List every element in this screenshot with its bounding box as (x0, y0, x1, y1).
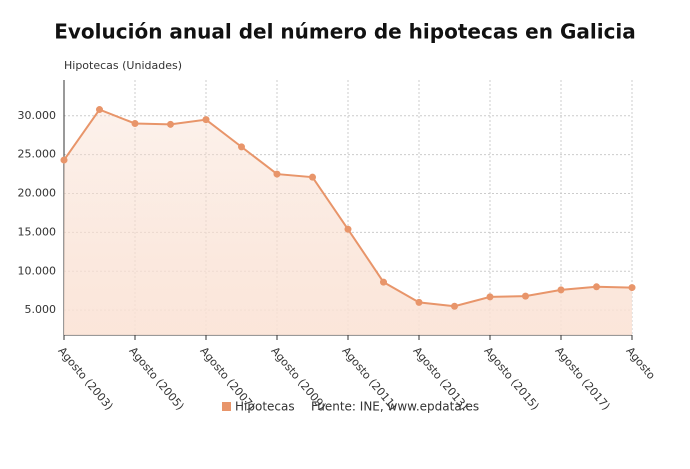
x-tick-label: Agosto (2003) (55, 345, 115, 413)
x-tick-label: Agosto (623, 345, 658, 383)
point (238, 143, 245, 151)
area (64, 109, 632, 335)
point (415, 298, 423, 306)
point (309, 173, 316, 181)
point (522, 292, 529, 300)
source: Fuente: INE, www.epdata.es (311, 400, 479, 414)
point (380, 278, 387, 286)
y-tick-label: 20.000 (18, 187, 57, 200)
point (167, 120, 174, 128)
y-tick-label: 30.000 (18, 109, 57, 122)
legend-label: Hipotecas (235, 400, 295, 414)
x-tick-label: Agosto (2017) (552, 345, 612, 413)
point (557, 286, 565, 294)
point (60, 156, 68, 164)
point (273, 170, 281, 178)
point (202, 116, 210, 124)
point (593, 283, 600, 291)
x-tick-label: Agosto (2015) (481, 345, 541, 413)
y-axis-label: Hipotecas (Unidades) (64, 59, 182, 72)
point (96, 106, 103, 114)
x-tick-label: Agosto (2005) (126, 345, 186, 413)
y-tick-label: 15.000 (18, 225, 57, 238)
y-tick-label: 25.000 (18, 148, 57, 161)
y-tick-label: 5.000 (25, 303, 57, 316)
point (131, 120, 139, 128)
point (486, 293, 494, 301)
point (628, 284, 636, 292)
point (344, 225, 352, 233)
y-tick-label: 10.000 (18, 264, 57, 277)
point (451, 302, 458, 310)
chart-title: Evolución anual del número de hipotecas … (54, 20, 636, 44)
legend-swatch (222, 402, 231, 411)
